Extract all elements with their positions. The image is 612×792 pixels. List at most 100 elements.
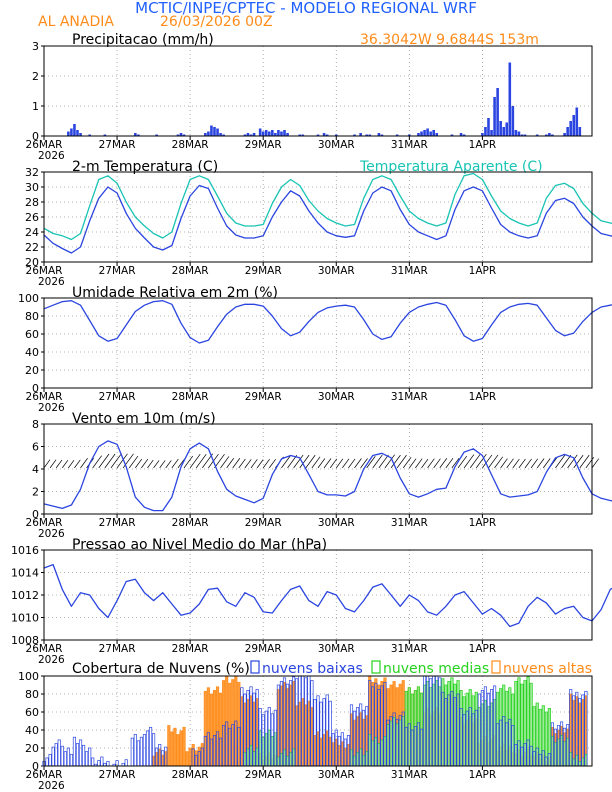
x-tick-label: 30MAR: [318, 643, 355, 655]
mid-cloud-bar: [359, 748, 363, 767]
mid-cloud-bar: [401, 716, 405, 767]
wind-barb: [348, 458, 356, 469]
wind-barb: [329, 458, 338, 469]
wind-barb: [524, 458, 532, 469]
wind-barb: [305, 454, 316, 469]
x-tick-label: 30MAR: [318, 391, 355, 403]
high-cloud-bar: [170, 731, 174, 767]
series-line: [43, 563, 612, 628]
wind-barb: [311, 456, 321, 469]
wind-barb: [409, 458, 417, 469]
precipitation-bar: [517, 131, 521, 136]
wind-barb: [232, 458, 241, 469]
precipitation-bar: [155, 134, 158, 136]
high-cloud-bar: [185, 751, 189, 767]
station-name: AL ANADIA: [38, 14, 114, 30]
precipitation-bar: [267, 131, 271, 136]
mid-cloud-bar: [261, 736, 265, 767]
high-cloud-bar: [155, 752, 159, 767]
mid-cloud-bar: [407, 687, 411, 767]
mid-cloud-bar: [483, 699, 488, 767]
high-cloud-bar: [237, 681, 241, 767]
mid-clouds-legend-swatch: [371, 660, 381, 674]
precipitation-bar: [548, 133, 551, 136]
y-tick-label: 6: [32, 441, 39, 454]
pressure-title: Pressao ao Nivel Medio do Mar (hPa): [72, 537, 327, 553]
x-tick-label: 31MAR: [391, 769, 428, 781]
mid-cloud-bar: [368, 734, 372, 767]
precipitation-bar: [481, 133, 484, 136]
humidity-title: Umidade Relativa em 2m (%): [72, 285, 278, 301]
mid-cloud-bar: [444, 684, 448, 767]
x-tick-label: 27MAR: [99, 643, 136, 655]
x-tick-label: 31MAR: [391, 265, 428, 277]
x-tick-label: 31MAR: [391, 139, 428, 151]
precipitation-bar: [179, 133, 183, 136]
wind-barb: [110, 453, 122, 469]
cloud-cover-title: Cobertura de Nuvens (%): [72, 661, 250, 677]
wind-barb: [214, 454, 225, 469]
precipitation-bar: [207, 131, 210, 136]
apparent-temperature-legend: Temperatura Aparente (C): [359, 159, 543, 175]
high-cloud-bar: [334, 738, 338, 767]
wind-barb: [530, 458, 539, 469]
mid-cloud-bar: [267, 729, 271, 767]
mid-cloud-bar: [426, 681, 430, 767]
precipitation-bar: [213, 127, 216, 136]
low-cloud-bar: [106, 761, 110, 767]
wind-barb: [579, 454, 590, 469]
low-clouds-legend-swatch: [250, 660, 260, 674]
wind-barb: [506, 458, 514, 469]
mid-cloud-bar: [529, 682, 533, 767]
x-tick-label: 31MAR: [391, 517, 428, 529]
x-tick-label: 27MAR: [99, 139, 136, 151]
wind-barb: [80, 458, 88, 469]
high-cloud-bar: [206, 687, 210, 767]
wind-barb: [543, 458, 551, 469]
wind-barb: [61, 459, 69, 469]
high-cloud-bar: [222, 680, 226, 767]
low-cloud-bar: [85, 751, 89, 767]
wind-barb: [384, 454, 395, 469]
high-cloud-bar: [191, 744, 195, 767]
x-tick-label: 29MAR: [245, 265, 282, 277]
figure-title: MCTIC/INPE/CPTEC - MODELO REGIONAL WRF: [135, 0, 477, 17]
low-cloud-bar: [45, 757, 49, 767]
mid-cloud-bar: [535, 702, 539, 767]
x-tick-label: 27MAR: [99, 769, 136, 781]
precipitation-bar: [246, 133, 250, 136]
pressure-panel: Pressao ao Nivel Medio do Mar (hPa) 1008…: [11, 537, 612, 666]
y-tick-label: 3: [32, 40, 39, 53]
low-cloud-bar: [51, 746, 55, 767]
precipitation-bar: [420, 131, 423, 136]
wind-barb: [457, 455, 468, 469]
mid-cloud-bar: [252, 751, 256, 767]
mid-cloud-bar: [282, 749, 287, 767]
high-cloud-bar: [319, 737, 323, 767]
x-tick-label: 1APR: [469, 265, 497, 277]
x-tick-label: 27MAR: [99, 265, 136, 277]
y-tick-label: 20: [25, 256, 39, 269]
precipitation-bar: [566, 127, 569, 136]
wind-barb: [451, 457, 460, 469]
precipitation-bar: [545, 134, 548, 136]
high-cloud-bar: [152, 755, 156, 767]
mid-cloud-bar: [456, 680, 460, 767]
plot-frame: [43, 171, 593, 263]
x-tick-label: 29MAR: [245, 391, 282, 403]
high-cloud-bar: [212, 690, 217, 767]
x-tick-label: 1APR: [469, 139, 497, 151]
high-cloud-bar: [307, 700, 311, 767]
x-tick-label: 31MAR: [391, 391, 428, 403]
low-cloud-bar: [145, 730, 150, 767]
wind-barb: [165, 460, 172, 469]
low-cloud-bar: [63, 751, 67, 767]
wind-barb: [536, 458, 545, 469]
precipitation-bar: [535, 134, 539, 136]
x-tick-label: 26MAR: [26, 643, 63, 655]
precipitation-bar: [70, 128, 73, 136]
high-cloud-bar: [225, 676, 229, 767]
x-tick-label: 28MAR: [172, 643, 209, 655]
y-tick-label: 0: [32, 382, 39, 395]
